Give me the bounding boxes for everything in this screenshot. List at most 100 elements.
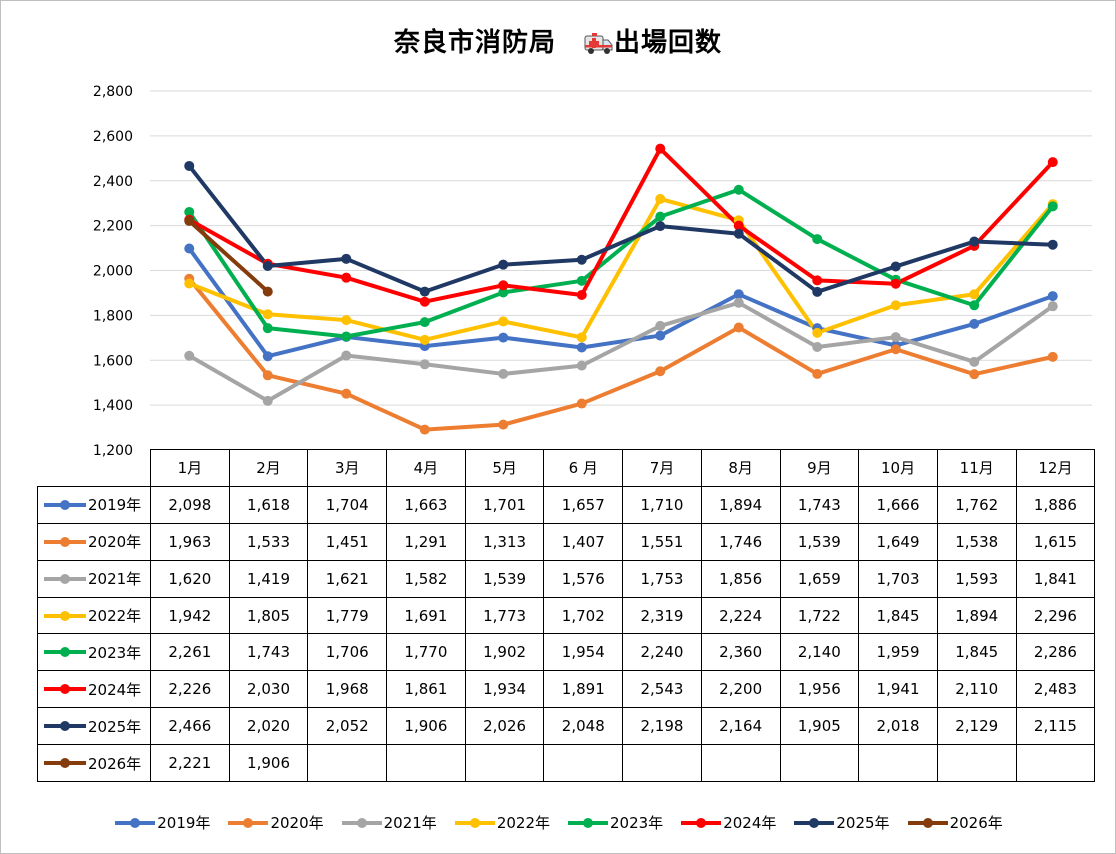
data-point	[1048, 291, 1058, 301]
table-cell: 1,894	[701, 486, 780, 523]
table-row: 2019年 2,098 1,618 1,704 1,663 1,701 1,657 1,710…	[38, 486, 1095, 523]
data-point	[420, 287, 430, 297]
data-point	[184, 244, 194, 254]
data-point	[655, 212, 665, 222]
legend-key-marker	[679, 816, 723, 830]
table-cell: 1,886	[1016, 486, 1095, 523]
table-cell: 2,026	[465, 708, 544, 745]
data-point	[184, 216, 194, 226]
data-table: 1月 2月 3月 4月 5月 6 月 7月 8月 9月 10月 11月 12月 2019年 2,098 1,…	[37, 449, 1095, 782]
table-cell: 1,779	[308, 597, 387, 634]
data-point	[498, 316, 508, 326]
data-point	[498, 369, 508, 379]
table-cell: 1,538	[937, 523, 1016, 560]
table-cell: 1,691	[387, 597, 466, 634]
table-cell: 1,963	[151, 523, 230, 560]
legend-key-marker	[113, 816, 157, 830]
table-cell: 2,261	[151, 634, 230, 671]
table-cell: 1,657	[544, 486, 623, 523]
data-point	[891, 332, 901, 342]
table-cell: 1,593	[937, 560, 1016, 597]
table-cell	[937, 745, 1016, 782]
legend-item: 2025年	[792, 812, 889, 833]
table-column-header: 12月	[1016, 450, 1095, 487]
legend-key-marker	[42, 756, 88, 770]
table-cell: 1,770	[387, 634, 466, 671]
table-row-label: 2020年	[38, 523, 151, 560]
legend-key-marker	[42, 719, 88, 733]
data-point	[184, 351, 194, 361]
data-point	[655, 366, 665, 376]
legend-key-marker	[453, 816, 497, 830]
table-cell: 1,968	[308, 671, 387, 708]
data-point	[341, 315, 351, 325]
legend: 2019年 2020年 2021年 2022年 2023年 2024年 2025年 2026年	[0, 812, 1116, 833]
table-cell: 1,891	[544, 671, 623, 708]
series-layer	[184, 144, 1058, 435]
table-cell	[1016, 745, 1095, 782]
data-point	[184, 279, 194, 289]
table-cell: 1,702	[544, 597, 623, 634]
table-cell: 1,956	[780, 671, 859, 708]
data-point	[891, 344, 901, 354]
table-cell: 2,543	[623, 671, 702, 708]
table-cell: 2,483	[1016, 671, 1095, 708]
table-row-label: 2022年	[38, 597, 151, 634]
data-point	[1048, 240, 1058, 250]
table-cell	[465, 745, 544, 782]
table-cell: 1,845	[937, 634, 1016, 671]
data-point	[812, 369, 822, 379]
table-cell	[780, 745, 859, 782]
data-point	[263, 287, 273, 297]
table-cell: 1,663	[387, 486, 466, 523]
data-point	[891, 300, 901, 310]
table-cell: 1,861	[387, 671, 466, 708]
data-point	[812, 234, 822, 244]
table-cell: 1,551	[623, 523, 702, 560]
table-column-header: 7月	[623, 450, 702, 487]
data-point	[341, 273, 351, 283]
data-point	[734, 289, 744, 299]
data-point	[1048, 201, 1058, 211]
table-cell: 2,200	[701, 671, 780, 708]
table-cell: 2,360	[701, 634, 780, 671]
table-column-header: 2月	[229, 450, 308, 487]
table-cell: 2,048	[544, 708, 623, 745]
data-point	[577, 399, 587, 409]
table-cell: 1,539	[780, 523, 859, 560]
table-row-label: 2025年	[38, 708, 151, 745]
data-point	[263, 351, 273, 361]
legend-item: 2026年	[906, 812, 1003, 833]
table-cell: 1,941	[859, 671, 938, 708]
data-point	[263, 261, 273, 271]
y-tick-label: 2,600	[93, 129, 133, 145]
table-row-label: 2021年	[38, 560, 151, 597]
data-point	[969, 319, 979, 329]
table-cell: 1,894	[937, 597, 1016, 634]
table-cell	[623, 745, 702, 782]
y-tick-label: 2,200	[93, 219, 133, 235]
table-cell: 1,621	[308, 560, 387, 597]
data-point	[812, 328, 822, 338]
data-point	[734, 185, 744, 195]
table-cell: 2,129	[937, 708, 1016, 745]
y-tick-label: 1,400	[93, 398, 133, 414]
table-column-header: 3月	[308, 450, 387, 487]
y-tick-label: 2,400	[93, 174, 133, 190]
data-point	[969, 300, 979, 310]
data-point	[1048, 352, 1058, 362]
table-cell	[387, 745, 466, 782]
table-row: 2022年 1,942 1,805 1,779 1,691 1,773 1,702 2,319…	[38, 597, 1095, 634]
data-point	[1048, 157, 1058, 167]
table-cell: 1,615	[1016, 523, 1095, 560]
legend-key-marker	[42, 498, 88, 512]
table-cell: 1,959	[859, 634, 938, 671]
table-row-label: 2023年	[38, 634, 151, 671]
data-point	[341, 351, 351, 361]
data-point	[577, 255, 587, 265]
table-column-header: 6 月	[544, 450, 623, 487]
data-point	[341, 254, 351, 264]
data-point	[655, 144, 665, 154]
line-chart: 1,2001,4001,6001,8002,0002,2002,4002,600…	[0, 0, 1116, 470]
table-cell: 1,701	[465, 486, 544, 523]
